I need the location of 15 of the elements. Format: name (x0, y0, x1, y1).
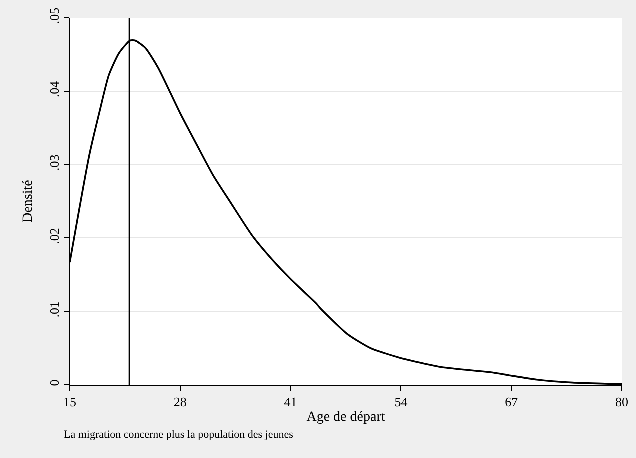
x-axis-title: Age de départ (306, 410, 386, 425)
x-tick-label: 28 (174, 394, 187, 410)
x-tick-label: 15 (64, 394, 76, 410)
x-tick-label: 80 (616, 394, 628, 410)
y-tick-label: .05 (46, 8, 62, 24)
x-tick-label: 41 (284, 394, 298, 410)
text: La migration concerne plus la population des jeunes (64, 429, 294, 441)
y-tick-label: .02 (46, 228, 62, 244)
x-tick-label: 54 (394, 394, 408, 410)
y-axis-title: Densité (21, 180, 36, 223)
y-tick-label: 0 (46, 380, 62, 386)
y-tick-label: .04 (46, 80, 62, 98)
x-tick-label: 67 (505, 394, 519, 410)
y-tick-label: .01 (46, 302, 62, 318)
y-tick-label: .03 (46, 154, 62, 171)
